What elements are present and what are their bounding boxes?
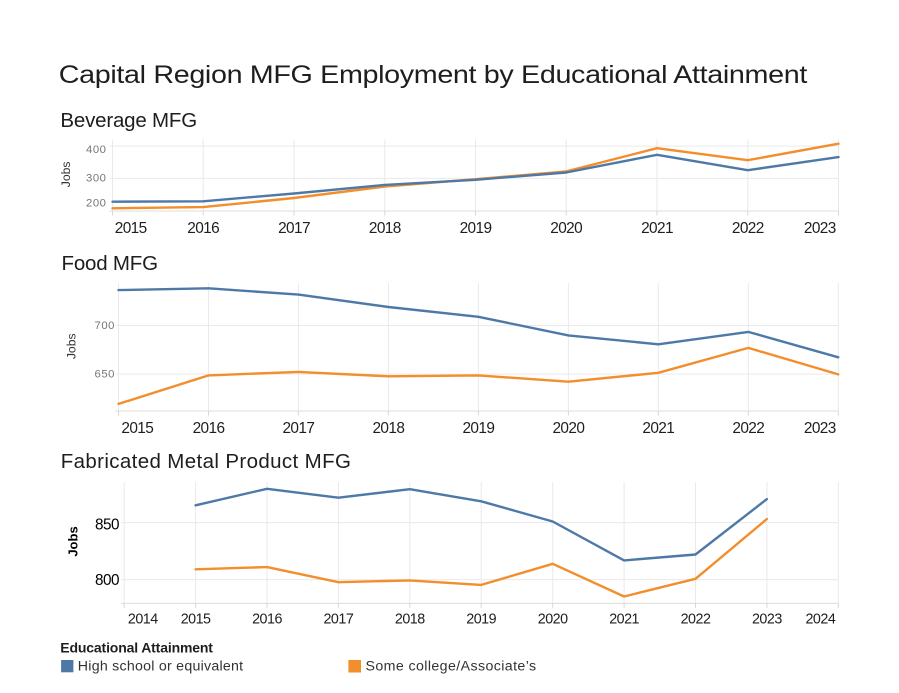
svg-text:Some college/Associate’s: Some college/Associate’s [366,658,537,674]
svg-text:Beverage MFG: Beverage MFG [60,109,197,132]
svg-text:Jobs: Jobs [66,526,81,556]
svg-text:2014: 2014 [128,612,158,628]
svg-text:700: 700 [95,320,116,332]
svg-text:2022: 2022 [732,220,764,237]
svg-text:2021: 2021 [609,612,639,628]
svg-text:Jobs: Jobs [59,162,73,188]
svg-text:Food MFG: Food MFG [62,252,158,275]
svg-text:2017: 2017 [278,220,310,237]
svg-text:2018: 2018 [372,420,404,437]
svg-text:Jobs: Jobs [65,333,79,359]
svg-text:2020: 2020 [550,220,582,237]
svg-text:300: 300 [86,173,107,185]
svg-text:2019: 2019 [462,420,494,437]
svg-text:2015: 2015 [121,420,153,437]
svg-text:2018: 2018 [395,612,425,628]
svg-text:2017: 2017 [323,612,353,628]
svg-text:2016: 2016 [193,420,225,437]
svg-text:2019: 2019 [466,612,496,628]
svg-text:650: 650 [95,369,116,381]
svg-text:2021: 2021 [641,220,673,237]
svg-text:Fabricated Metal Product MFG: Fabricated Metal Product MFG [61,450,352,473]
svg-text:Capital Region MFG Employment: Capital Region MFG Employment by Educati… [59,61,808,89]
svg-text:200: 200 [86,197,107,209]
svg-text:2016: 2016 [187,220,219,237]
svg-text:2015: 2015 [115,220,147,237]
svg-text:2015: 2015 [181,612,211,628]
svg-text:2017: 2017 [282,420,314,437]
svg-text:2023: 2023 [804,220,836,237]
svg-text:2024: 2024 [805,612,835,628]
svg-text:850: 850 [95,517,119,534]
svg-text:2020: 2020 [538,612,568,628]
svg-text:800: 800 [95,572,119,589]
svg-text:2018: 2018 [369,220,401,237]
svg-text:400: 400 [86,144,107,156]
svg-text:High school or equivalent: High school or equivalent [78,658,244,674]
svg-text:Educational Attainment: Educational Attainment [60,640,213,656]
svg-text:2022: 2022 [732,420,764,437]
svg-text:2019: 2019 [460,220,492,237]
svg-text:2016: 2016 [252,612,282,628]
svg-text:2020: 2020 [552,420,584,437]
svg-text:2023: 2023 [804,420,836,437]
svg-text:2021: 2021 [642,420,674,437]
svg-text:2023: 2023 [752,612,782,628]
svg-text:2022: 2022 [681,612,711,628]
